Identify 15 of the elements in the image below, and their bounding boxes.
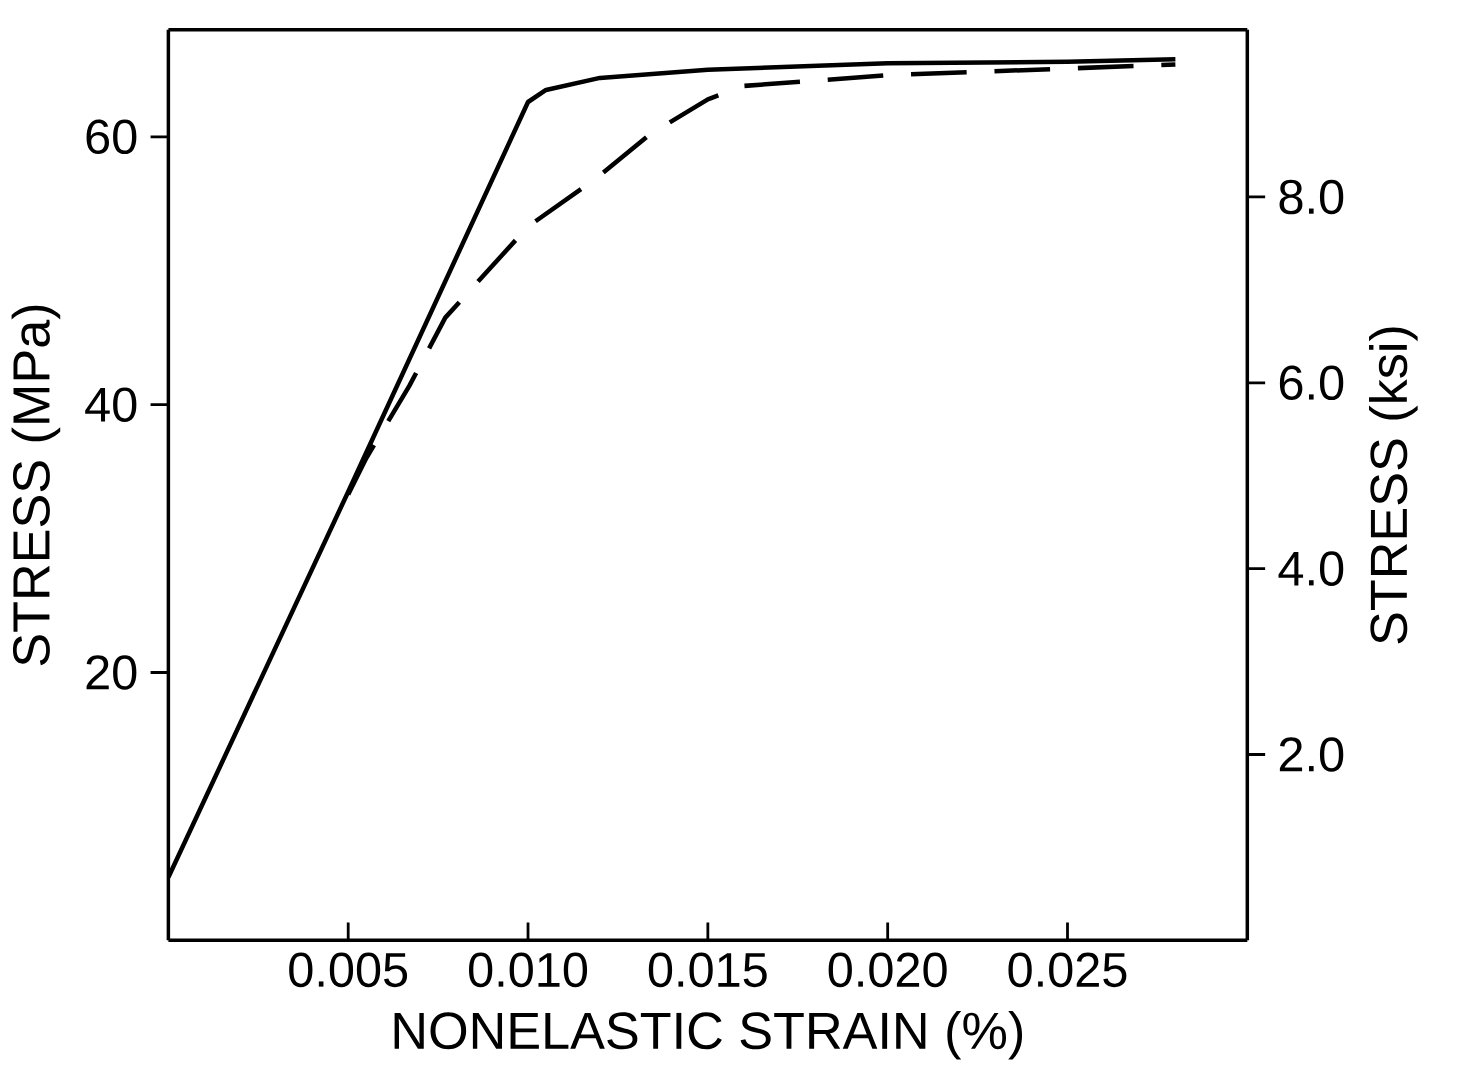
y-tick-label: 20 — [86, 655, 137, 690]
y2-tick-label: 4.0 — [1278, 551, 1344, 586]
y2-axis-title: STRESS (ksi) — [1369, 327, 1418, 644]
x-tick-label: 0.015 — [648, 952, 767, 988]
y-tick-label: 60 — [86, 119, 137, 155]
y-tick-label: 40 — [85, 387, 137, 423]
x-axis-title: NONELASTIC STRAIN (%) — [394, 1011, 1023, 1060]
y2-tick-label: 2.0 — [1279, 737, 1344, 772]
x-tick-label: 0.010 — [469, 952, 588, 988]
y2-tick-label: 6.0 — [1279, 365, 1344, 401]
x-tick-label: 0.025 — [1008, 952, 1127, 988]
x-tick-label: 0.005 — [289, 952, 408, 988]
x-tick-label: 0.020 — [828, 952, 947, 988]
y2-tick-label: 8.0 — [1279, 179, 1344, 215]
y-axis-title: STRESS (MPa) — [11, 305, 61, 666]
